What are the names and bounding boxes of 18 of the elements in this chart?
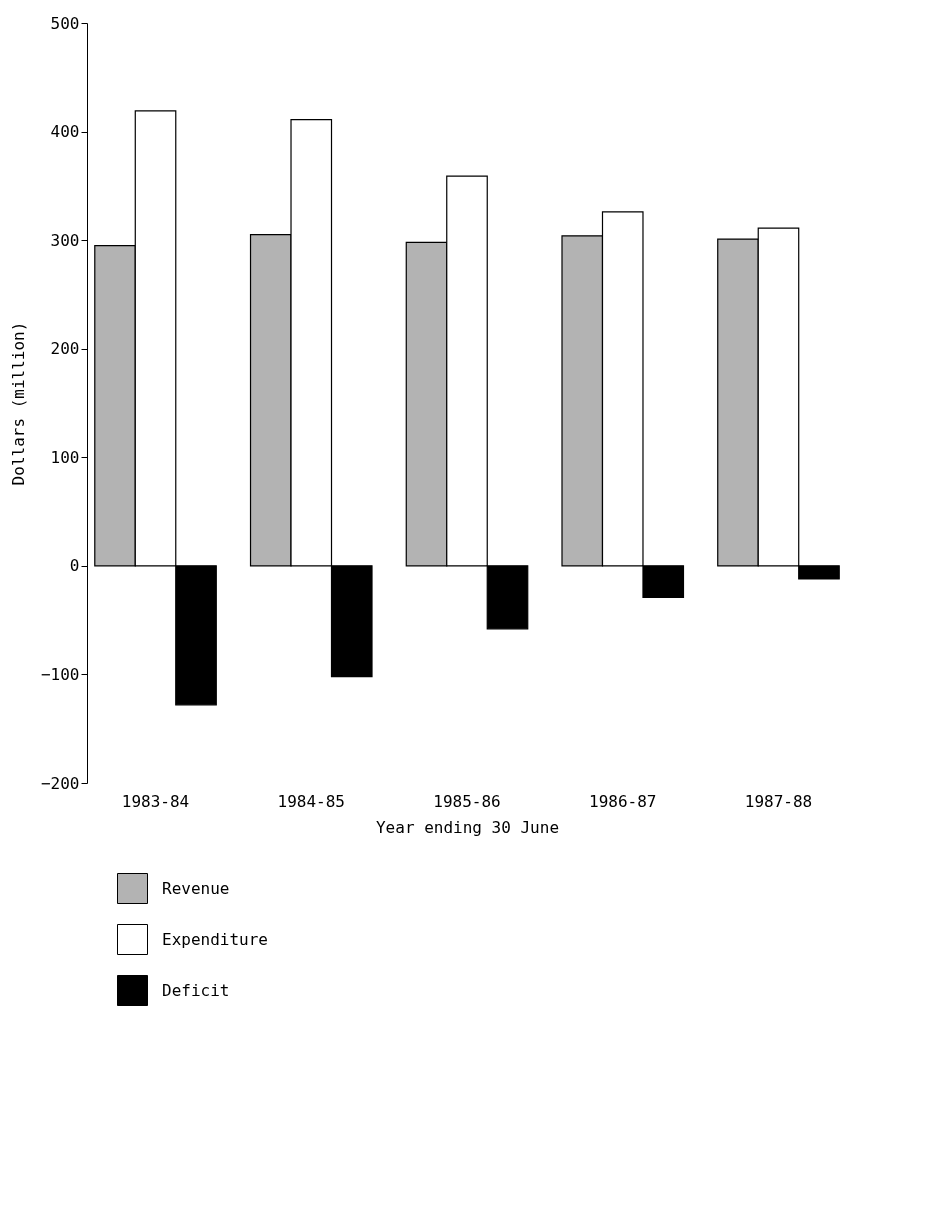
x-axis-title: Year ending 30 June xyxy=(375,817,560,837)
y-tick-label: 0 xyxy=(69,556,80,576)
y-tick-label: 200 xyxy=(50,339,80,359)
y-tick-label: 400 xyxy=(50,122,80,142)
y-tick-label: −100 xyxy=(40,664,80,684)
legend-label: Deficit xyxy=(162,980,230,1000)
legend-label: Expenditure xyxy=(162,929,268,949)
legend-label: Revenue xyxy=(162,878,230,898)
x-tick-label: 1987-88 xyxy=(744,791,813,811)
y-axis-title: Dollars (million) xyxy=(8,321,28,486)
y-tick-label: 100 xyxy=(50,447,80,467)
x-tick-label: 1986-87 xyxy=(589,791,657,811)
x-tick-label: 1985-86 xyxy=(433,791,501,811)
y-tick-label: 500 xyxy=(50,13,80,33)
y-tick-label: −200 xyxy=(40,773,80,793)
x-tick-label: 1983-84 xyxy=(121,791,190,811)
y-tick-label: 300 xyxy=(50,230,80,250)
x-tick-label: 1984-85 xyxy=(277,791,345,811)
